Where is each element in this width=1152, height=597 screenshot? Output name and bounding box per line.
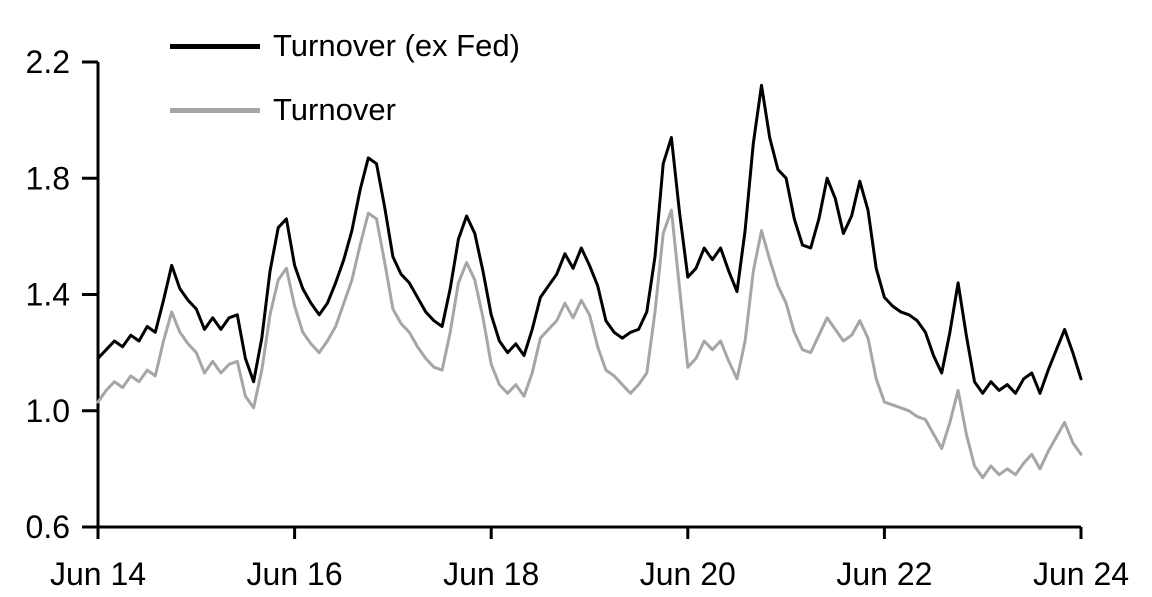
y-tick-label: 0.6: [26, 509, 70, 545]
turnover-ex-fed-line-swatch: [170, 43, 260, 49]
x-tick-label: Jun 16: [247, 556, 343, 592]
x-tick-label: Jun 14: [50, 556, 146, 592]
x-tick-label: Jun 22: [836, 556, 932, 592]
series-lines: [96, 83, 1083, 480]
y-tick-label: 1.0: [26, 393, 70, 429]
axes: [82, 60, 1083, 539]
turnover-line: [96, 208, 1083, 480]
legend-item-turnover-ex-fed: Turnover (ex Fed): [170, 28, 520, 64]
y-tick-label: 1.4: [26, 277, 70, 313]
legend-label-turnover: Turnover: [273, 92, 396, 127]
turnover-ex-fed-line: [96, 83, 1083, 395]
x-tick-label: Jun 18: [443, 556, 539, 592]
legend-label-turnover-ex-fed: Turnover (ex Fed): [273, 28, 520, 63]
x-tick-label: Jun 20: [640, 556, 736, 592]
legend: Turnover (ex Fed) Turnover: [170, 28, 520, 156]
legend-item-turnover: Turnover: [170, 92, 520, 128]
axis-labels: 0.6 1.0 1.4 1.8 2.2 Jun 14 Jun 16 Jun 18 Jun 20 J…: [26, 44, 1130, 592]
y-tick-label: 1.8: [26, 160, 70, 196]
x-tick-label: Jun 24: [1033, 556, 1129, 592]
turnover-line-swatch: [170, 107, 260, 113]
y-tick-label: 2.2: [26, 44, 70, 80]
